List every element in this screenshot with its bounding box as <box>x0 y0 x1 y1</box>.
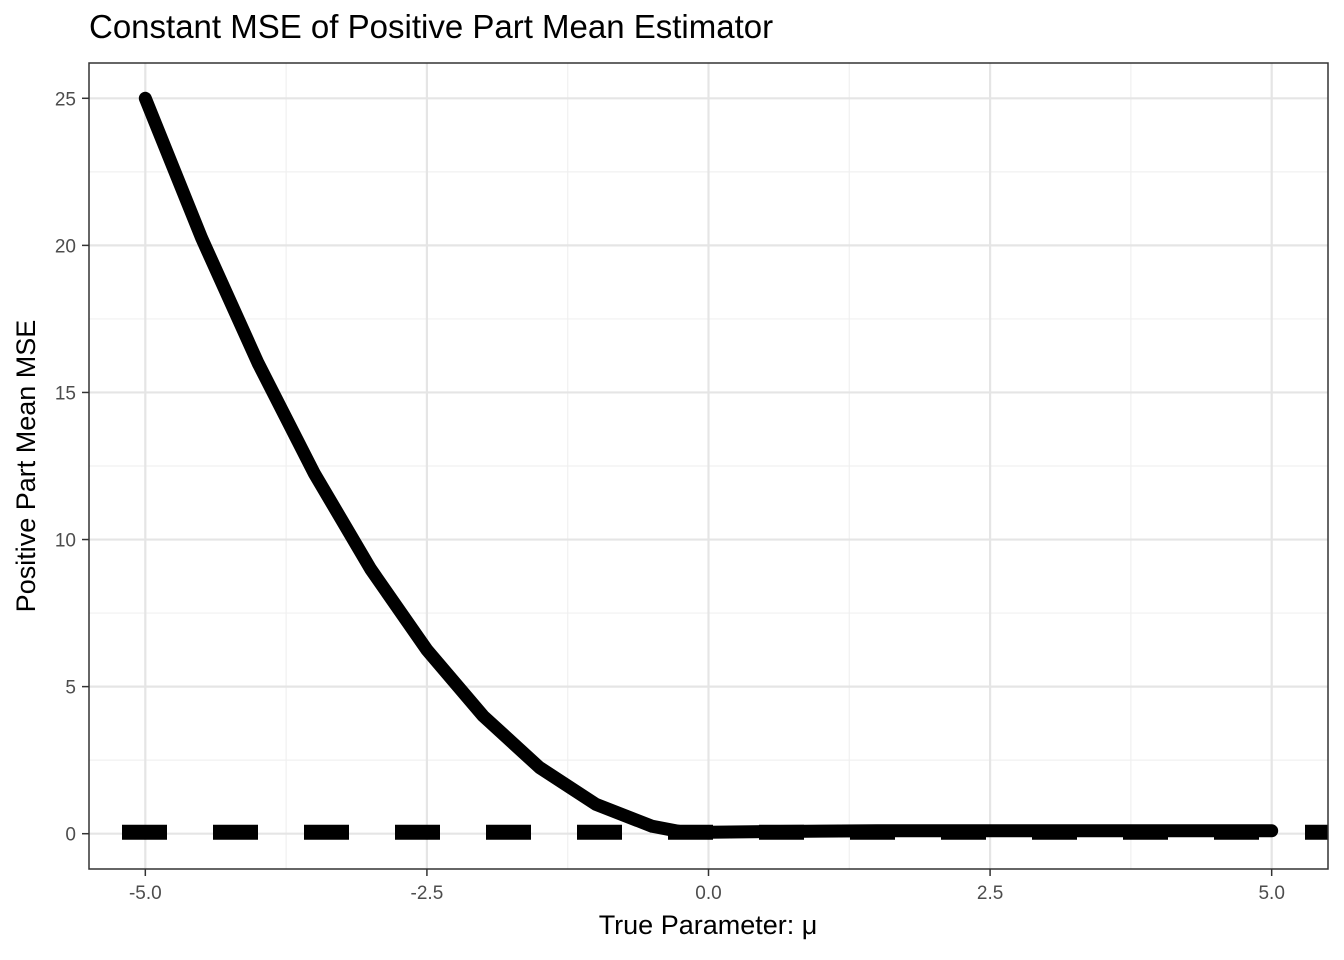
mse-data-point <box>646 820 659 833</box>
mse-data-point <box>420 643 433 656</box>
series-layer <box>89 91 1328 840</box>
mse-data-point <box>139 92 152 105</box>
mse-data-point <box>1265 824 1278 837</box>
mse-data-point <box>308 467 321 480</box>
x-tick-label: 2.5 <box>977 883 1003 904</box>
x-tick-label: 0.0 <box>695 883 721 904</box>
mse-data-point <box>815 825 828 838</box>
chart-title: Constant MSE of Positive Part Mean Estim… <box>89 8 774 45</box>
mse-data-point <box>195 232 208 244</box>
mse-data-point <box>984 824 997 837</box>
x-tick-label: -2.5 <box>411 883 444 904</box>
y-tick-label: 25 <box>55 89 76 110</box>
y-axis: 0 5 10 15 20 25 <box>55 89 89 846</box>
mse-data-point <box>364 563 377 575</box>
y-tick-label: 20 <box>55 236 76 257</box>
mse-data-point <box>252 357 264 369</box>
x-axis: -5.0 -2.5 0.0 2.5 5.0 <box>129 869 1285 904</box>
y-tick-label: 15 <box>55 383 76 404</box>
mse-data-point <box>533 761 546 774</box>
mse-data-point <box>927 824 940 837</box>
major-gridlines <box>89 63 1328 869</box>
x-axis-title: True Parameter: μ <box>599 910 818 940</box>
y-tick-label: 10 <box>55 531 76 552</box>
mse-data-point <box>477 710 490 722</box>
y-axis-title: Positive Part Mean MSE <box>11 320 41 613</box>
y-tick-label: 0 <box>65 825 76 846</box>
mse-data-point <box>589 798 602 811</box>
y-tick-label: 5 <box>65 678 76 699</box>
x-tick-label: -5.0 <box>129 883 162 904</box>
x-tick-label: 5.0 <box>1258 883 1284 904</box>
mse-data-point <box>1096 824 1109 837</box>
